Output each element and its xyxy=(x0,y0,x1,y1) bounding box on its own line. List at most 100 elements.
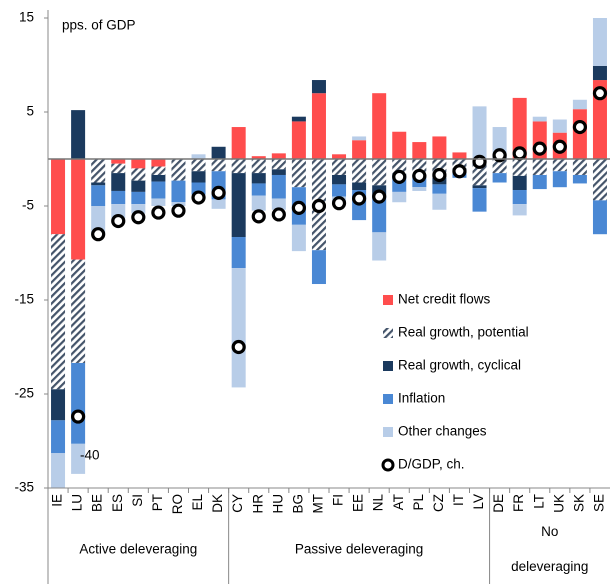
bar-segment xyxy=(111,204,126,219)
bar-segment xyxy=(552,159,567,172)
x-tick-label: RO xyxy=(170,494,185,514)
x-tick-label: UK xyxy=(551,494,566,513)
bar-segment xyxy=(271,159,286,170)
marker xyxy=(231,339,246,355)
bar-segment xyxy=(592,18,607,66)
legend-swatch xyxy=(383,295,393,305)
marker xyxy=(211,185,226,200)
marker xyxy=(392,169,407,184)
bar-segment xyxy=(311,250,326,285)
bar-segment xyxy=(51,234,66,390)
bar-segment xyxy=(512,175,527,191)
bar-segment xyxy=(51,159,66,235)
bar-segment xyxy=(211,159,226,172)
bar-segment xyxy=(271,198,286,210)
marker xyxy=(71,409,86,424)
y-axis-label: pps. of GDP xyxy=(62,18,136,33)
bar-segment xyxy=(472,188,487,212)
bar-segment xyxy=(432,136,447,159)
legend-marker xyxy=(381,458,395,472)
bar-segment xyxy=(51,420,66,454)
bar-segment xyxy=(251,156,266,159)
bar-segment xyxy=(532,159,547,175)
bar-segment xyxy=(372,232,387,261)
x-tick-label: PT xyxy=(150,494,165,511)
bar-segment xyxy=(472,106,487,159)
bar-segment xyxy=(151,159,166,167)
bar-segment xyxy=(432,193,447,210)
marker xyxy=(512,146,527,161)
bar-segment xyxy=(291,224,306,252)
bar-segment xyxy=(71,259,86,363)
bar-segment xyxy=(372,196,387,233)
bar-segment xyxy=(512,190,527,205)
bar-segment xyxy=(251,195,266,211)
marker xyxy=(331,196,347,211)
bar-segment xyxy=(91,159,106,183)
marker xyxy=(412,168,427,184)
bar-segment xyxy=(151,198,166,206)
legend-label: Other changes xyxy=(398,424,487,439)
bar-segment xyxy=(151,174,166,182)
bar-segment xyxy=(251,173,266,184)
bar-segment xyxy=(271,169,286,175)
bar-segment xyxy=(332,154,347,159)
bar-segment xyxy=(332,184,347,197)
bar-segment xyxy=(51,389,66,421)
bar-segment xyxy=(412,187,427,191)
bar-segment xyxy=(532,116,547,122)
x-tick-label: NL xyxy=(371,494,386,512)
bar-segment xyxy=(151,166,166,175)
x-tick-label: IE xyxy=(50,494,65,507)
bar-segment xyxy=(251,159,266,174)
bar-segment xyxy=(131,180,146,192)
y-tick-label: -15 xyxy=(14,292,34,307)
plot-area xyxy=(51,18,608,488)
x-tick-label: EL xyxy=(190,494,205,511)
bar-segment xyxy=(592,65,607,81)
group-label: Active deleveraging xyxy=(79,542,197,557)
x-tick-label: DK xyxy=(210,494,225,513)
group-label: Passive deleveraging xyxy=(295,542,423,557)
bar-segment xyxy=(492,173,507,183)
y-tick-label: 15 xyxy=(19,10,34,25)
bar-segment xyxy=(592,200,607,235)
y-tick-label: -35 xyxy=(14,480,34,495)
bar-segment xyxy=(271,153,286,159)
x-tick-label: LT xyxy=(531,494,546,509)
legend-label: Inflation xyxy=(398,391,445,406)
legend-swatch xyxy=(383,394,393,404)
marker xyxy=(131,210,146,225)
marker xyxy=(532,141,547,156)
x-tick-label: PL xyxy=(411,494,426,511)
legend-label: Net credit flows xyxy=(398,292,491,307)
bar-segment xyxy=(291,121,306,159)
marker xyxy=(572,119,587,135)
x-tick-label: ES xyxy=(110,494,125,512)
bar-segment xyxy=(472,185,487,189)
legend-swatch xyxy=(383,427,393,437)
bar-segment xyxy=(311,80,326,94)
bar-segment xyxy=(91,182,106,186)
bar-segment xyxy=(71,443,86,474)
bar-segment xyxy=(131,159,146,169)
x-tick-label: BG xyxy=(290,494,305,514)
marker xyxy=(592,86,608,101)
x-tick-label: LV xyxy=(471,494,486,510)
bar-segment xyxy=(231,173,246,238)
marker xyxy=(171,203,186,218)
bar-segment xyxy=(352,159,367,183)
bar-segment xyxy=(51,453,66,488)
bar-segment xyxy=(592,159,607,201)
y-tick-label: -25 xyxy=(14,386,34,401)
bar-segment xyxy=(452,159,467,169)
marker xyxy=(151,205,166,220)
bar-segment xyxy=(592,80,607,159)
bar-segment xyxy=(131,168,146,181)
x-tick-label: FI xyxy=(331,494,346,506)
bar-segment xyxy=(492,127,507,156)
bar-segment xyxy=(231,237,246,269)
bar-segment xyxy=(432,184,447,194)
bar-segment xyxy=(572,174,587,184)
bar-segment xyxy=(151,181,166,199)
